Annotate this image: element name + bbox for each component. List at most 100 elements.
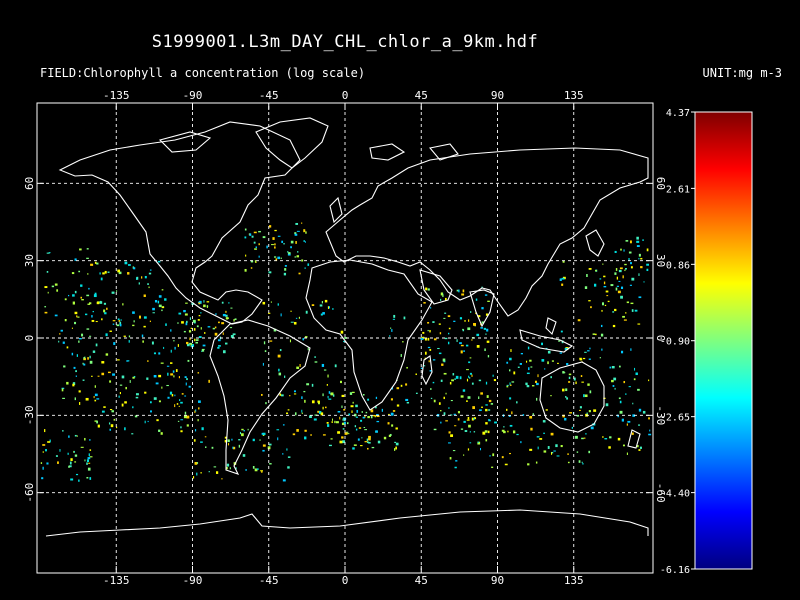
chlorophyll-pixel [455, 460, 458, 462]
chlorophyll-pixel [247, 428, 249, 431]
chlorophyll-pixel [569, 412, 572, 414]
chlorophyll-pixel [326, 384, 328, 386]
chlorophyll-pixel [442, 294, 444, 298]
lon-label-top: 0 [342, 89, 349, 102]
chlorophyll-pixel [109, 380, 112, 383]
chlorophyll-pixel [116, 324, 120, 327]
chlorophyll-pixel [198, 336, 202, 338]
chlorophyll-pixel [454, 378, 456, 380]
chlorophyll-pixel [74, 258, 77, 261]
chlorophyll-pixel [607, 300, 610, 303]
chlorophyll-pixel [576, 414, 580, 417]
chlorophyll-pixel [403, 316, 406, 320]
chlorophyll-pixel [631, 309, 634, 312]
chlorophyll-pixel [161, 309, 163, 312]
chlorophyll-pixel [198, 314, 201, 317]
chlorophyll-pixel [448, 442, 451, 444]
chlorophyll-pixel [161, 289, 164, 291]
chlorophyll-pixel [513, 371, 516, 375]
chlorophyll-pixel [466, 419, 470, 421]
chlorophyll-pixel [170, 373, 174, 376]
chlorophyll-pixel [544, 368, 546, 370]
lat-label-right: -60 [654, 483, 667, 503]
chlorophyll-pixel [260, 393, 263, 396]
chlorophyll-pixel [69, 461, 72, 465]
chlorophyll-pixel [75, 473, 79, 476]
chlorophyll-pixel [311, 400, 315, 404]
chlorophyll-pixel [584, 394, 588, 398]
chlorophyll-pixel [455, 375, 459, 379]
chlorophyll-pixel [361, 411, 363, 413]
chlorophyll-pixel [443, 396, 445, 400]
chlorophyll-pixel [104, 312, 107, 315]
chlorophyll-pixel [328, 444, 332, 447]
chlorophyll-pixel [178, 312, 182, 315]
chlorophyll-pixel [58, 340, 60, 343]
chlorophyll-pixel [192, 319, 196, 323]
chlorophyll-pixel [221, 301, 224, 304]
chlorophyll-pixel [640, 257, 643, 260]
chlorophyll-pixel [188, 330, 192, 333]
chlorophyll-pixel [198, 400, 201, 403]
chlorophyll-pixel [134, 415, 138, 418]
chlorophyll-pixel [89, 456, 93, 458]
chlorophyll-pixel [506, 408, 508, 411]
chlorophyll-pixel [311, 383, 314, 387]
chlorophyll-pixel [565, 395, 567, 398]
chlorophyll-pixel [122, 303, 124, 306]
chlorophyll-pixel [579, 357, 582, 360]
chlorophyll-pixel [381, 408, 384, 412]
chlorophyll-pixel [67, 294, 70, 297]
chlorophyll-pixel [478, 379, 482, 382]
chlorophyll-pixel [485, 422, 488, 425]
chlorophyll-pixel [618, 397, 621, 400]
chlorophyll-pixel [78, 479, 80, 482]
chlorophyll-pixel [612, 324, 616, 328]
chlorophyll-pixel [180, 430, 183, 433]
chlorophyll-pixel [344, 336, 347, 339]
chlorophyll-pixel [74, 454, 78, 457]
chlorophyll-pixel [320, 313, 323, 316]
chlorophyll-pixel [493, 379, 497, 382]
chlorophyll-pixel [623, 380, 626, 384]
chlorophyll-pixel [475, 298, 478, 301]
chlorophyll-pixel [272, 237, 275, 240]
chlorophyll-pixel [481, 286, 483, 288]
chlorophyll-pixel [132, 376, 135, 379]
axis-labels: -135 -135 -90 -90 -45 -45 0 0 45 45 90 90 135 135 60 60… [23, 89, 667, 587]
chlorophyll-pixel [576, 451, 579, 453]
chlorophyll-pixel [326, 422, 329, 424]
chlorophyll-pixel [352, 401, 354, 404]
chlorophyll-pixel [395, 442, 399, 446]
chlorophyll-pixel [166, 384, 169, 387]
lat-label-left: 30 [23, 254, 36, 267]
chlorophyll-pixel [144, 275, 147, 279]
chlorophyll-pixel [361, 437, 363, 439]
chlorophyll-pixel [132, 406, 134, 409]
chlorophyll-pixel [153, 397, 157, 400]
chlorophyll-pixel [430, 307, 432, 309]
chlorophyll-pixel [355, 416, 358, 418]
chlorophyll-pixel [101, 361, 105, 364]
chlorophyll-pixel [88, 453, 90, 457]
chlorophyll-pixel [158, 429, 161, 432]
chlorophyll-pixel [277, 303, 279, 306]
chlorophyll-pixel [449, 457, 452, 460]
lon-label-top: -90 [183, 89, 203, 102]
chlorophyll-pixel [60, 329, 63, 332]
chlorophyll-pixel [629, 240, 632, 244]
chlorophyll-pixel [147, 283, 149, 285]
chlorophyll-pixel [633, 378, 636, 381]
chlorophyll-pixel [218, 345, 221, 347]
chlorophyll-pixel [585, 433, 587, 435]
chlorophyll-pixel [463, 420, 466, 423]
chlorophyll-pixel [364, 429, 368, 431]
chlorophyll-pixel [74, 461, 77, 463]
chlorophyll-pixel [622, 444, 625, 447]
chlorophyll-pixel [262, 362, 264, 366]
chlorophyll-pixel [469, 431, 472, 433]
chlorophyll-pixel [252, 438, 255, 442]
chlorophyll-pixel [301, 396, 303, 399]
chlorophyll-pixel [74, 290, 77, 294]
chlorophyll-pixel [90, 263, 94, 266]
